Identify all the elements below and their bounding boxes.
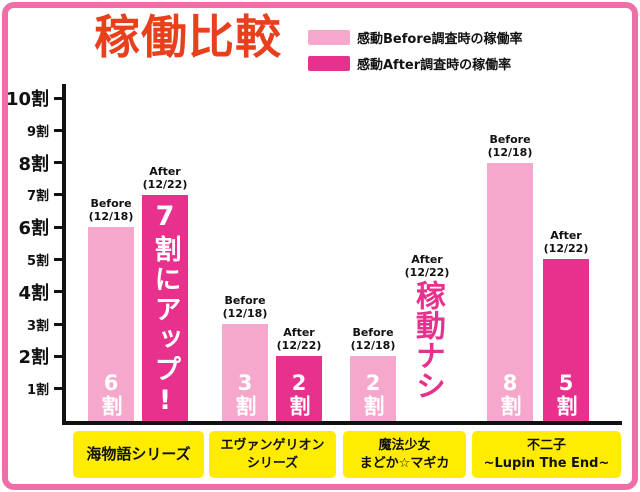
series-date: (12/22): [142, 178, 188, 192]
category-label: エヴァンゲリオン: [220, 437, 325, 453]
legend: 感動Before調査時の稼働率 感動After調査時の稼働率: [308, 28, 523, 80]
y-tick-label: 10割: [5, 89, 49, 110]
bar-value-label: 3割: [233, 371, 258, 416]
bar-before-evangelion: 3割: [222, 324, 268, 421]
category-box-lupin: 不二子 ~Lupin The End~: [472, 431, 621, 478]
y-tick-label: 7割: [26, 189, 49, 205]
after-label-umimonogatari: After (12/22): [137, 165, 193, 193]
category-box-evangelion: エヴァンゲリオン シリーズ: [209, 431, 336, 478]
category-label: 魔法少女: [378, 437, 431, 453]
before-label-evangelion: Before (12/18): [217, 294, 273, 322]
bar-value-label: 8割: [498, 371, 523, 416]
series-tag: Before: [90, 196, 132, 210]
bar-before-lupin: 8割: [487, 163, 533, 421]
tick-mark: [54, 161, 64, 165]
tick-mark: [54, 258, 64, 261]
tick-mark: [54, 322, 64, 326]
category-label: ~Lupin The End~: [483, 455, 610, 471]
after-label-madoka: After (12/22): [399, 253, 455, 281]
series-date: (12/18): [222, 307, 268, 321]
after-label-evangelion: After (12/22): [271, 326, 327, 354]
bar-value-label: 6割: [99, 371, 124, 416]
legend-label-after: 感動After調査時の稼働率: [357, 58, 512, 73]
y-tick-label: 8割: [18, 153, 49, 175]
series-tag: After: [283, 325, 315, 339]
series-tag: Before: [489, 132, 531, 146]
category-label: 海物語シリーズ: [86, 445, 191, 464]
legend-item-before: 感動Before調査時の稼働率: [308, 28, 523, 47]
before-label-umimonogatari: Before (12/18): [83, 197, 139, 225]
series-tag: After: [149, 164, 181, 178]
series-date: (12/18): [487, 146, 533, 160]
before-label-madoka: Before (12/18): [345, 326, 401, 354]
y-axis-line: [62, 84, 66, 425]
series-date: (12/22): [404, 266, 450, 280]
tick-mark: [54, 193, 64, 197]
tick-mark: [54, 96, 64, 100]
legend-label-before: 感動Before調査時の稼働率: [357, 32, 523, 47]
series-date: (12/18): [88, 210, 134, 224]
y-tick-label: 6割: [18, 218, 49, 240]
bar-value-label: 2割: [361, 371, 386, 416]
no-data-text: 稼動ナシ: [409, 280, 445, 400]
x-axis-line: [62, 421, 622, 425]
series-tag: After: [411, 252, 443, 266]
y-tick-label: 9割: [26, 124, 49, 140]
bar-value-label: 2割: [287, 371, 312, 416]
tick-mark: [54, 290, 64, 294]
category-box-madoka: 魔法少女 まどか☆マギカ: [343, 431, 466, 478]
bar-after-lupin: 5割: [543, 259, 589, 421]
bar-value-label: 5割: [554, 371, 579, 416]
category-label: まどか☆マギカ: [359, 455, 450, 471]
no-data-annotation-madoka: 稼動ナシ: [404, 280, 450, 418]
tick-mark: [54, 128, 64, 132]
y-tick-label: 1割: [26, 383, 49, 399]
after-label-lupin: After (12/22): [538, 229, 594, 257]
series-date: (12/22): [276, 339, 322, 353]
bar-after-evangelion: 2割: [276, 356, 322, 421]
series-date: (12/18): [350, 339, 396, 353]
legend-swatch-after: [308, 56, 350, 71]
series-date: (12/22): [543, 242, 589, 256]
y-tick-label: 4割: [18, 282, 49, 304]
series-tag: After: [550, 228, 582, 242]
y-tick-label: 3割: [26, 318, 49, 334]
tick-mark: [54, 225, 64, 229]
tick-mark: [54, 354, 64, 358]
chart-title: 稼働比較: [94, 10, 282, 64]
category-label: 不二子: [526, 437, 566, 453]
legend-swatch-before: [308, 30, 350, 45]
category-box-umimonogatari: 海物語シリーズ: [73, 431, 204, 478]
before-label-lupin: Before (12/18): [482, 133, 538, 161]
y-tick-label: 2割: [18, 347, 49, 369]
y-tick-label: 5割: [26, 254, 49, 269]
bar-before-madoka: 2割: [350, 356, 396, 421]
series-tag: Before: [224, 293, 266, 307]
bar-before-umimonogatari: 6割: [88, 227, 134, 421]
category-label: シリーズ: [246, 455, 299, 471]
legend-item-after: 感動After調査時の稼働率: [308, 54, 523, 73]
series-tag: Before: [352, 325, 394, 339]
tick-mark: [54, 387, 64, 391]
bar-annotation-up: 7割にアップ!: [149, 201, 181, 419]
bar-after-umimonogatari: 7割にアップ!: [142, 195, 188, 421]
